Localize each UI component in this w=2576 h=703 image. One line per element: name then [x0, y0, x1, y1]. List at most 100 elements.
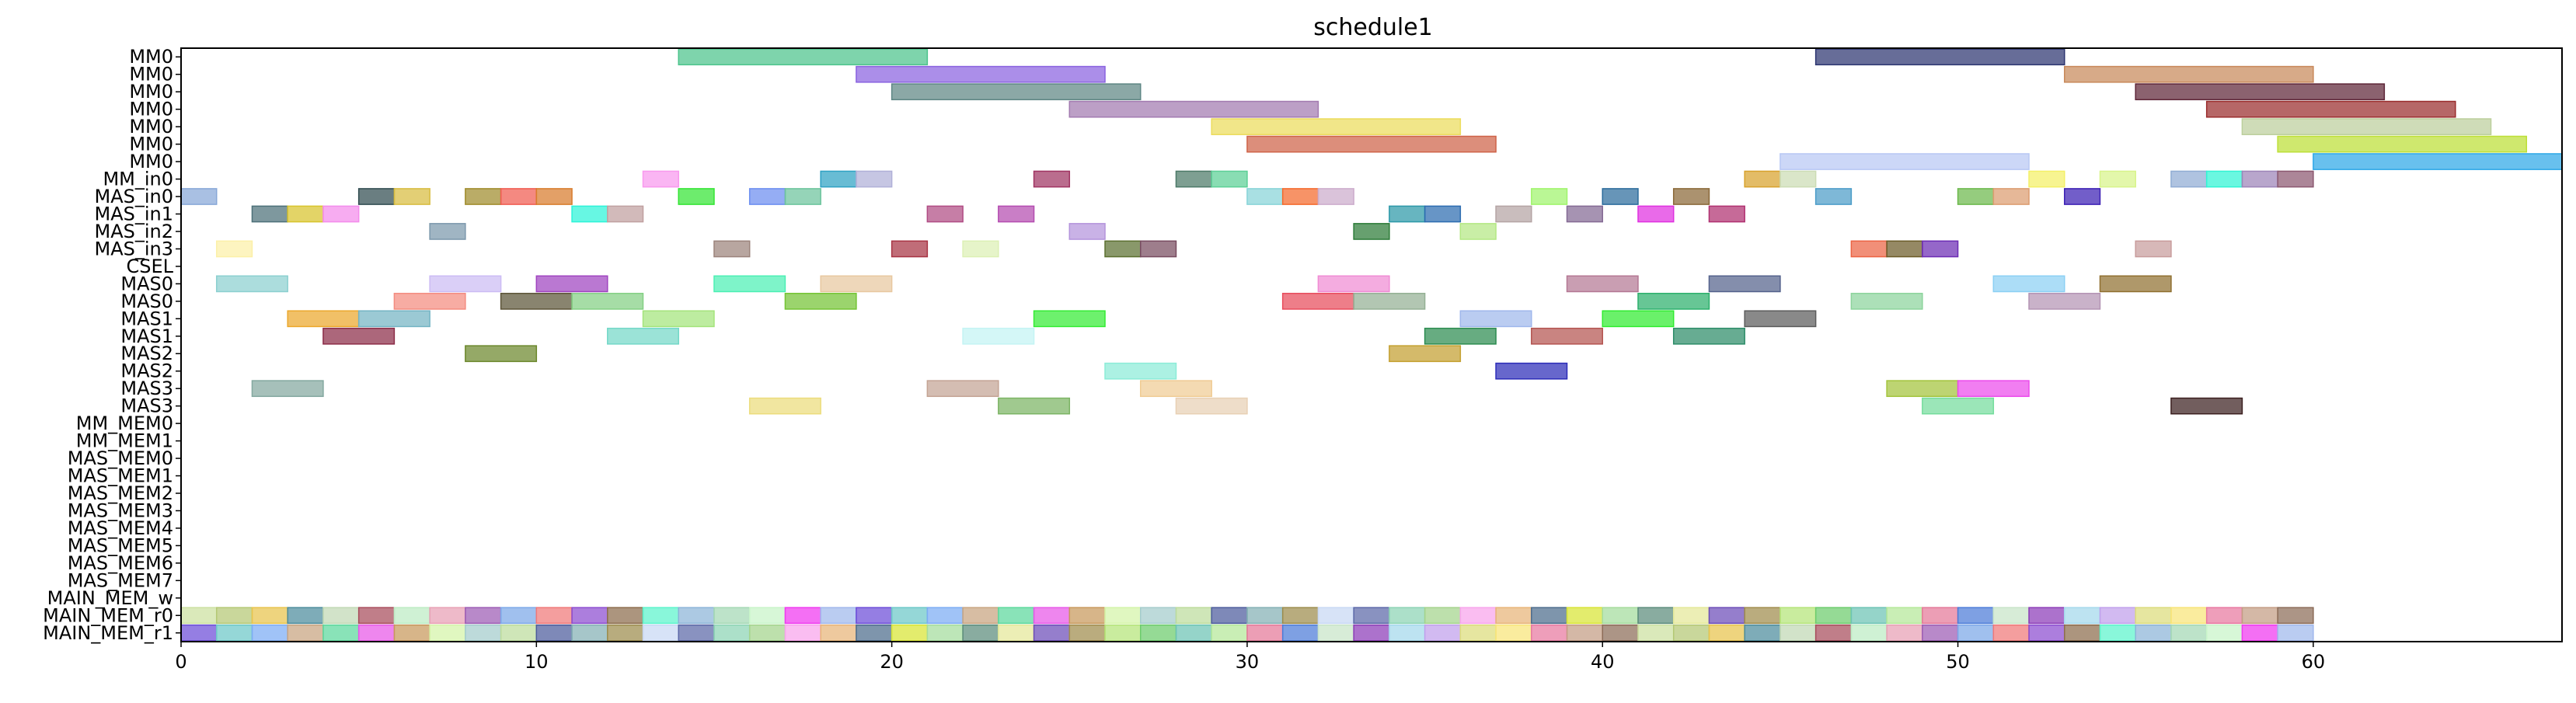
y-tick-label: MM_MEM1	[76, 430, 173, 452]
task-bar	[1211, 118, 1462, 135]
memory-slot-bar	[1068, 624, 1106, 642]
task-bar	[393, 188, 430, 205]
task-bar	[1175, 397, 1248, 415]
task-bar	[1957, 188, 1995, 205]
task-bar	[535, 275, 608, 293]
task-bar	[1389, 345, 1462, 363]
y-tick-label: MAS0	[120, 291, 173, 312]
task-bar	[465, 345, 538, 363]
y-tick-label: MAIN_MEM_r0	[43, 604, 173, 626]
y-tick-label: MAS_MEM7	[68, 569, 173, 591]
task-bar	[1779, 170, 1817, 188]
task-bar	[1531, 188, 1568, 205]
memory-slot-bar	[1992, 607, 2030, 625]
memory-slot-bar	[1672, 624, 1710, 642]
task-bar	[1495, 205, 1532, 223]
memory-slot-bar	[1992, 624, 2030, 642]
memory-slot-bar	[1281, 624, 1319, 642]
task-bar	[1281, 292, 1354, 310]
task-bar	[962, 327, 1035, 345]
task-bar	[1566, 205, 1604, 223]
memory-slot-bar	[748, 624, 786, 642]
y-tick-label: MAIN_MEM_w	[47, 587, 173, 609]
task-bar	[748, 397, 821, 415]
x-tick-label: 40	[1591, 651, 1615, 673]
memory-slot-bar	[393, 607, 430, 625]
task-bar	[1353, 292, 1426, 310]
task-bar	[748, 188, 786, 205]
y-tick-label: MAS_MEM3	[68, 499, 173, 521]
task-bar	[1992, 188, 2030, 205]
task-bar	[500, 292, 573, 310]
memory-slot-bar	[1459, 607, 1497, 625]
memory-slot-bar	[607, 624, 644, 642]
task-bar	[1957, 380, 2030, 398]
memory-slot-bar	[856, 607, 893, 625]
memory-slot-bar	[1957, 624, 1995, 642]
task-bar	[2135, 240, 2172, 258]
memory-bars	[180, 607, 2314, 642]
task-bar	[2028, 292, 2101, 310]
task-bar	[1566, 275, 1639, 293]
task-bar	[2135, 83, 2386, 101]
y-tick-label: MAS3	[120, 378, 173, 399]
memory-slot-bar	[2205, 607, 2243, 625]
task-bar	[2064, 188, 2101, 205]
memory-slot-bar	[2099, 624, 2136, 642]
task-bar	[998, 205, 1035, 223]
memory-slot-bar	[642, 607, 679, 625]
memory-slot-bar	[2064, 624, 2101, 642]
task-bar	[2241, 118, 2492, 135]
memory-slot-bar	[1389, 624, 1426, 642]
memory-slot-bar	[322, 624, 360, 642]
y-tick-label: MM0	[129, 151, 173, 172]
memory-slot-bar	[2205, 624, 2243, 642]
y-tick-label: MM_MEM0	[76, 412, 173, 434]
task-bar	[180, 188, 218, 205]
memory-slot-bar	[678, 624, 715, 642]
memory-slot-bar	[1708, 624, 1745, 642]
task-bar	[1281, 188, 1319, 205]
task-bar	[1459, 223, 1497, 240]
task-bar	[820, 275, 893, 293]
task-bar	[1672, 188, 1710, 205]
memory-slot-bar	[1922, 624, 1959, 642]
task-bar	[215, 240, 253, 258]
x-axis: 0 10 20 30 40 50 60	[175, 642, 2325, 673]
memory-slot-bar	[713, 624, 751, 642]
y-tick-label: MM0	[129, 99, 173, 120]
y-tick-label: MM_in0	[103, 169, 173, 190]
task-bar	[1992, 275, 2065, 293]
task-bar	[1104, 362, 1177, 380]
y-tick-label: CSEL	[126, 256, 173, 277]
task-bar	[1672, 327, 1745, 345]
memory-slot-bar	[2277, 607, 2314, 625]
memory-slot-bar	[215, 607, 253, 625]
memory-slot-bar	[500, 624, 538, 642]
task-bar	[357, 310, 430, 328]
task-bar	[1779, 153, 2030, 170]
memory-slot-bar	[1566, 624, 1604, 642]
task-bar	[500, 188, 538, 205]
memory-slot-bar	[1424, 607, 1462, 625]
task-bar	[465, 188, 502, 205]
task-bar	[1531, 327, 1604, 345]
y-tick-label: MM0	[129, 46, 173, 68]
memory-slot-bar	[1602, 624, 1639, 642]
memory-slot-bar	[1317, 607, 1354, 625]
memory-slot-bar	[1744, 607, 1781, 625]
memory-slot-bar	[713, 607, 751, 625]
memory-slot-bar	[820, 624, 857, 642]
y-tick-label: MAS_MEM5	[68, 534, 173, 556]
memory-slot-bar	[180, 607, 218, 625]
memory-slot-bar	[1744, 624, 1781, 642]
task-bar	[1424, 205, 1462, 223]
y-tick-label: MM0	[129, 134, 173, 155]
y-tick-label: MAS_in3	[94, 238, 173, 259]
x-tick-label: 30	[1236, 651, 1260, 673]
task-bar	[607, 327, 679, 345]
memory-slot-bar	[784, 624, 821, 642]
task-bar	[1317, 188, 1354, 205]
